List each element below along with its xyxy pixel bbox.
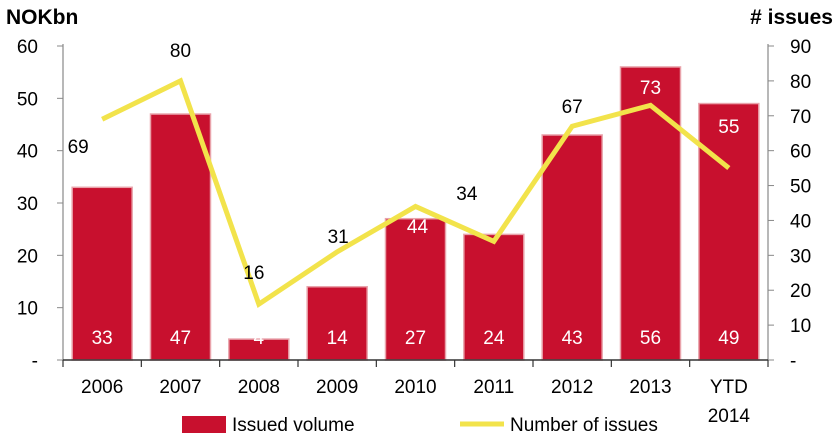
legend-label-issued-volume: Issued volume: [232, 415, 355, 436]
bar-series: 33 47 4 14 27 24 43 56 49: [71, 66, 760, 361]
bar-value-label: 24: [483, 328, 505, 349]
left-tick-label: 20: [17, 246, 38, 267]
line-value-label: 44: [407, 217, 429, 238]
left-tick-label: 30: [17, 194, 38, 215]
bar: [306, 285, 368, 361]
category-label: 2008: [238, 377, 280, 398]
bar-value-label: 47: [170, 328, 191, 349]
line-value-label: 16: [243, 263, 264, 284]
line-series: 69 80 16 31 44 34 67 73 55: [68, 41, 739, 309]
right-axis-ticks: - 10 20 30 40 50 60 70 80 90: [768, 37, 811, 372]
left-tick-label: 60: [17, 37, 38, 58]
bar: [149, 113, 212, 361]
bar: [463, 233, 525, 361]
category-label: 2010: [394, 377, 436, 398]
bar-value-label: 56: [640, 328, 661, 349]
line-value-label: 80: [170, 41, 191, 62]
number-of-issues-line: [101, 77, 731, 309]
bar-value-label: 14: [327, 328, 349, 349]
right-tick-label: 50: [790, 177, 811, 198]
line-value-label: 69: [68, 137, 89, 158]
legend-label-number-of-issues: Number of issues: [510, 415, 658, 436]
right-tick-label: 80: [790, 72, 811, 93]
right-tick-label: 90: [790, 37, 811, 58]
bar: [71, 186, 133, 361]
category-label: 2012: [551, 377, 593, 398]
category-label: YTD 2014: [708, 377, 751, 427]
left-tick-label: 10: [17, 299, 38, 320]
left-tick-label: -: [32, 351, 38, 372]
left-tick-label: 40: [17, 142, 38, 163]
right-tick-label: -: [790, 351, 796, 372]
category-label: 2011: [473, 377, 514, 398]
axes: [62, 44, 769, 367]
right-tick-label: 60: [790, 142, 811, 163]
line-value-label: 31: [328, 227, 349, 248]
left-axis-ticks: - 10 20 30 40 50 60: [17, 37, 63, 372]
left-axis-title: NOKbn: [6, 6, 78, 29]
bar: [619, 66, 682, 361]
bar-value-label: 27: [405, 328, 426, 349]
line-value-label: 73: [640, 78, 661, 99]
left-tick-label: 50: [17, 89, 38, 110]
line-value-label: 67: [562, 97, 583, 118]
category-label: 2007: [159, 377, 201, 398]
category-labels: 2006 2007 2008 2009 2010 2011 2012 2013 YTD 2014: [81, 377, 750, 427]
category-label: 2009: [316, 377, 358, 398]
right-tick-label: 10: [790, 316, 811, 337]
bar-value-label: 43: [562, 328, 583, 349]
bar-value-label: 49: [718, 328, 739, 349]
right-tick-label: 40: [790, 211, 811, 232]
right-tick-label: 70: [790, 107, 811, 128]
line-value-label: 34: [456, 184, 478, 205]
bar: [384, 217, 447, 361]
right-tick-label: 30: [790, 246, 811, 267]
bar: [698, 102, 760, 361]
category-label: 2006: [81, 377, 123, 398]
legend: Issued volume Number of issues: [182, 415, 658, 436]
right-axis-title: # issues: [750, 6, 833, 29]
right-tick-label: 20: [790, 281, 811, 302]
legend-swatch-issued-volume: [182, 416, 226, 433]
line-value-label: 55: [718, 117, 739, 138]
category-label: 2013: [629, 377, 671, 398]
bar: [541, 134, 603, 361]
bar-value-label: 33: [92, 328, 113, 349]
bar-value-label: 4: [254, 328, 265, 349]
